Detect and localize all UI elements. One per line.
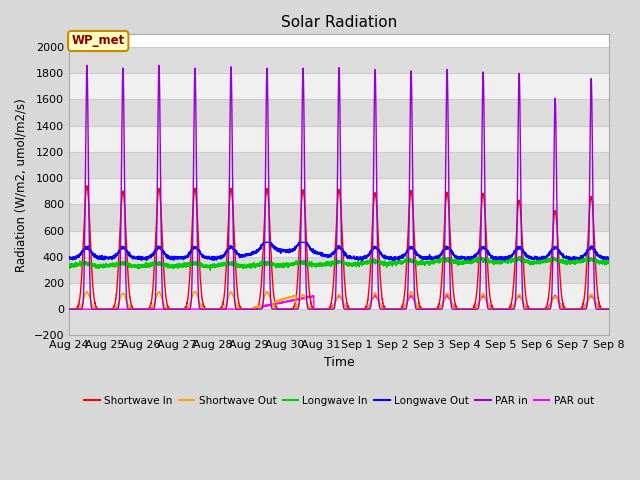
Bar xyxy=(69,309,609,336)
Bar xyxy=(69,204,609,230)
Bar xyxy=(69,230,609,257)
Bar xyxy=(69,73,609,99)
Legend: Shortwave In, Shortwave Out, Longwave In, Longwave Out, PAR in, PAR out: Shortwave In, Shortwave Out, Longwave In… xyxy=(80,392,598,410)
Bar xyxy=(69,152,609,178)
X-axis label: Time: Time xyxy=(324,356,355,369)
Bar xyxy=(69,257,609,283)
Bar xyxy=(69,126,609,152)
Bar xyxy=(69,47,609,73)
Y-axis label: Radiation (W/m2, umol/m2/s): Radiation (W/m2, umol/m2/s) xyxy=(15,98,28,272)
Bar xyxy=(69,283,609,309)
Text: WP_met: WP_met xyxy=(72,35,125,48)
Bar xyxy=(69,178,609,204)
Title: Solar Radiation: Solar Radiation xyxy=(281,15,397,30)
Bar xyxy=(69,99,609,126)
